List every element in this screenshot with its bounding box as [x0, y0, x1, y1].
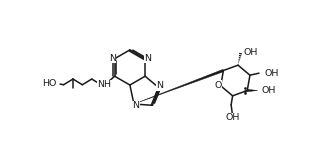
Text: OH: OH — [243, 48, 258, 57]
Text: N: N — [156, 81, 163, 90]
Text: N: N — [132, 101, 139, 110]
Text: HO: HO — [42, 79, 57, 88]
Text: OH: OH — [264, 69, 278, 78]
Polygon shape — [134, 69, 224, 104]
Polygon shape — [247, 89, 258, 92]
Text: O: O — [214, 81, 222, 90]
Text: OH: OH — [226, 113, 240, 122]
Text: OH: OH — [261, 86, 276, 95]
Text: N: N — [109, 54, 116, 63]
Text: NH: NH — [97, 80, 111, 89]
Text: N: N — [144, 54, 151, 63]
